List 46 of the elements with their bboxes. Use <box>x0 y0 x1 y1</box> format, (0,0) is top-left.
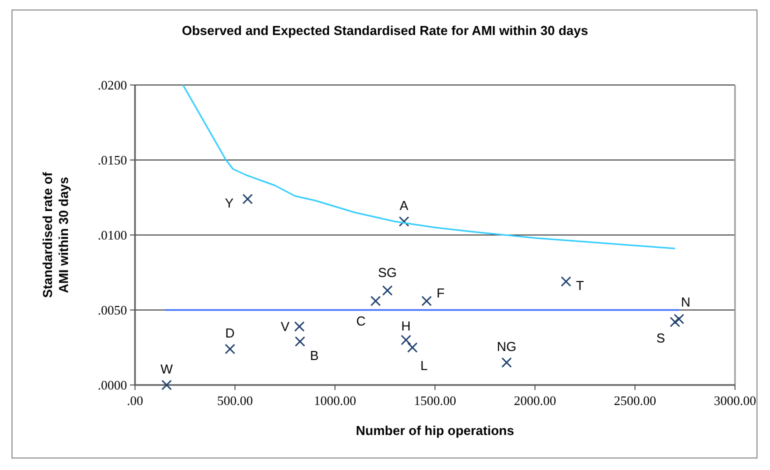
point <box>398 216 410 227</box>
point <box>294 336 306 347</box>
annotation: B <box>310 348 319 364</box>
chart-title: Observed and Expected Standardised Rate for AMI within 30 days <box>182 23 588 38</box>
y-axis-title: Standardised rate of AMI within 30 days <box>40 171 71 298</box>
point <box>501 357 512 368</box>
annotation: S <box>656 330 666 346</box>
point <box>674 314 684 324</box>
annotation: SG <box>378 265 397 280</box>
annotation: D <box>225 326 235 341</box>
y-tick-label: .0200 <box>98 78 127 93</box>
point <box>407 342 418 353</box>
point <box>560 276 572 287</box>
x-tick-label: 1500.00 <box>414 393 456 408</box>
annotation: H <box>401 318 411 334</box>
x-tick-label: 1000.00 <box>314 393 356 408</box>
x-tick-label: .00 <box>126 393 144 408</box>
x-tick-label: 500.00 <box>217 393 253 408</box>
point <box>400 334 412 346</box>
annotation: T <box>576 278 584 294</box>
point <box>294 321 305 332</box>
annotation: NG <box>496 339 516 354</box>
annotation: V <box>280 319 290 334</box>
annotation: F <box>436 286 445 301</box>
x-tick-label: 2000.00 <box>514 393 556 408</box>
point <box>242 194 253 204</box>
annotation: W <box>160 362 174 377</box>
annotation: C <box>356 314 366 329</box>
y-tick-label: .0150 <box>98 152 127 168</box>
point <box>370 296 381 306</box>
y-tick-label: .0050 <box>98 302 127 318</box>
x-tick-label: 2500.00 <box>614 393 656 408</box>
point <box>224 344 236 354</box>
annotation: N <box>681 294 690 310</box>
point <box>421 296 432 306</box>
point <box>670 316 680 328</box>
annotation: Y <box>224 196 234 211</box>
point <box>382 285 393 296</box>
x-tick-label: 3000.00 <box>714 393 756 408</box>
annotation: L <box>420 358 428 374</box>
line-series <box>182 84 676 250</box>
y-tick-label: .0000 <box>98 378 127 393</box>
annotation: A <box>400 198 409 214</box>
y-tick-label: .0100 <box>98 228 127 243</box>
x-axis-title: Number of hip operations <box>356 423 514 438</box>
point <box>161 380 172 390</box>
